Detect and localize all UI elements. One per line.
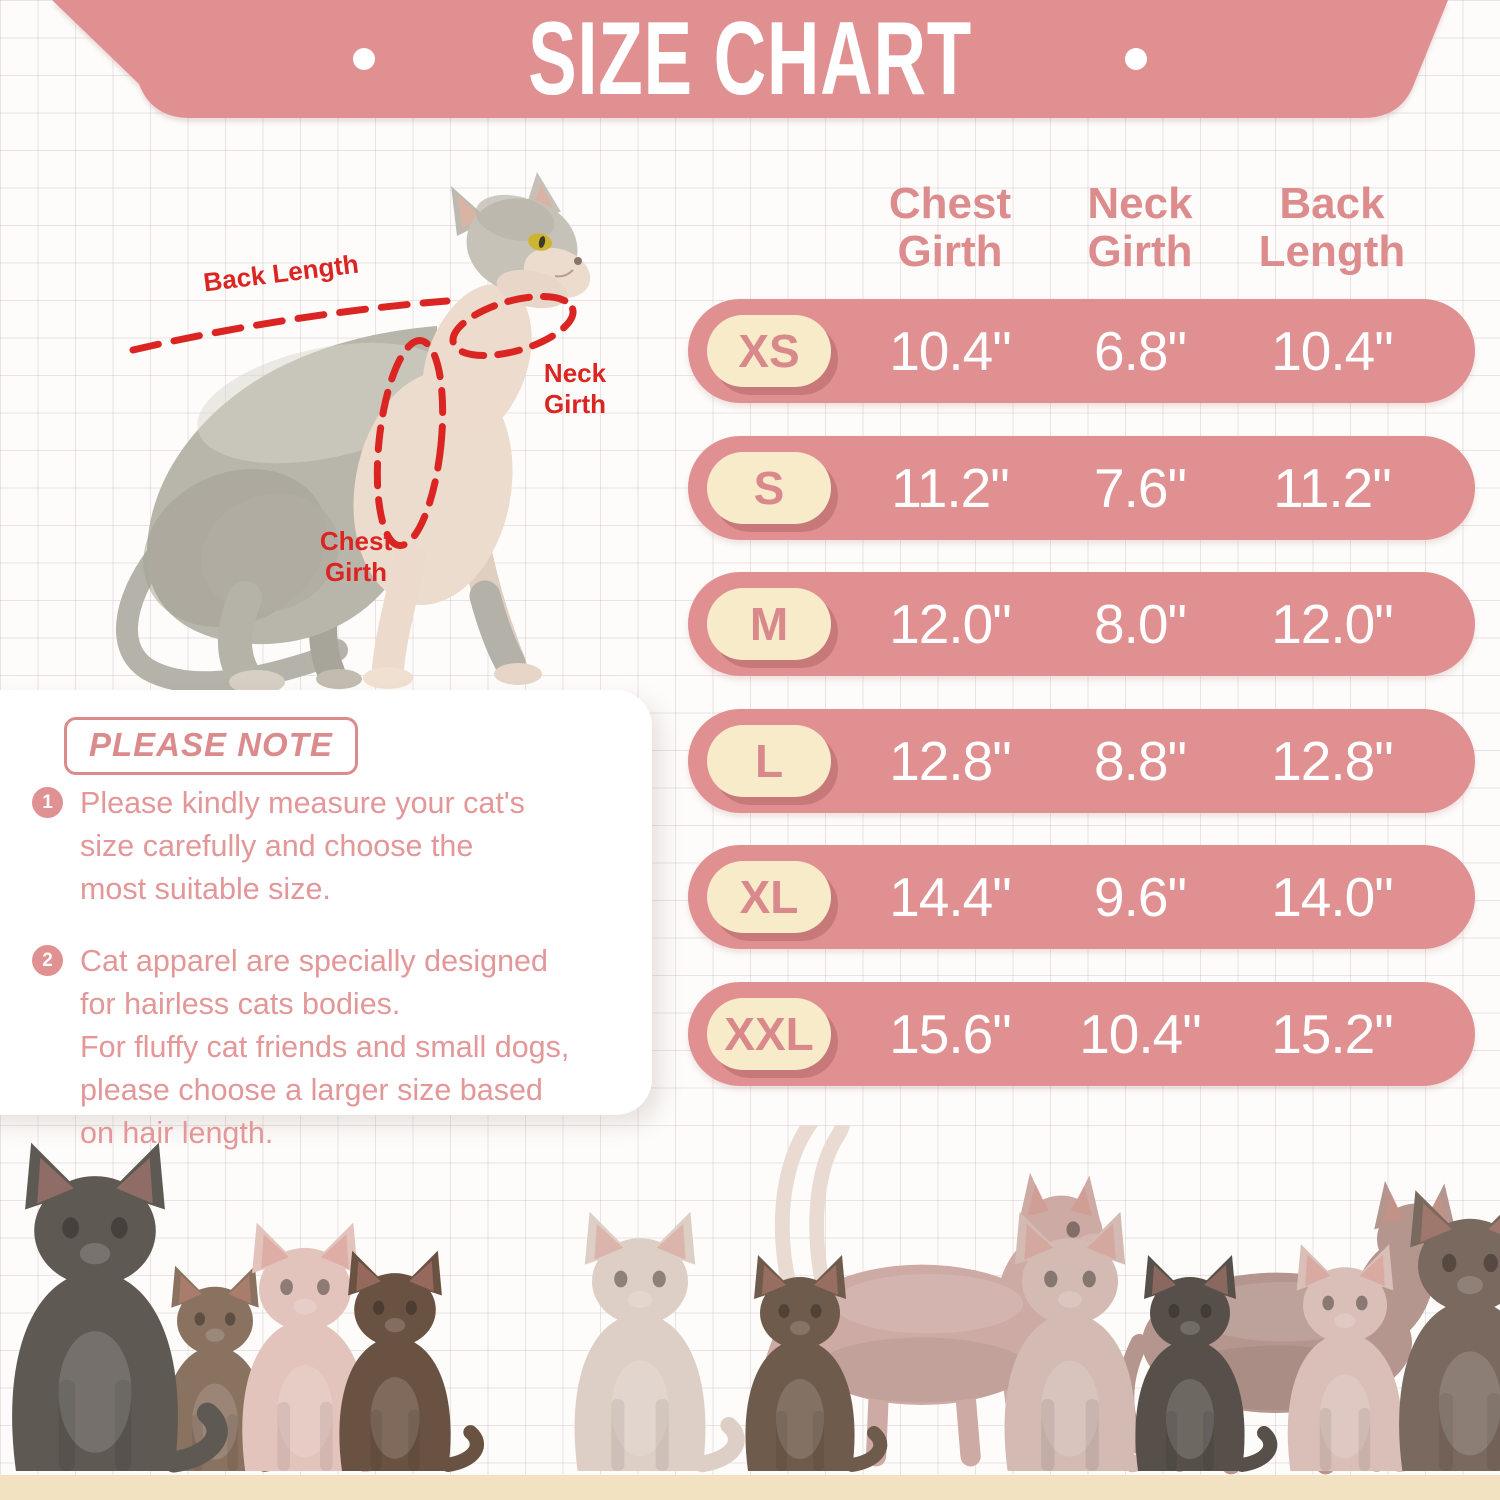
column-header-chest-girth: Chest Girth (888, 179, 1012, 276)
title-dot-icon (353, 48, 375, 70)
chest-girth-value: 15.6" (889, 1003, 1012, 1065)
table-row-xxl: XXL 15.6" 10.4" 15.2" (688, 982, 1475, 1086)
size-badge: S (707, 452, 831, 524)
neck-girth-value: 7.6" (1094, 457, 1187, 519)
note-item: 2 Cat apparel are specially designed for… (32, 940, 622, 1155)
size-badge: XL (707, 861, 831, 933)
cat-photo (1399, 1190, 1500, 1471)
back-length-value: 12.8" (1271, 730, 1394, 792)
chest-girth-value: 11.2" (891, 457, 1009, 519)
back-length-value: 15.2" (1271, 1003, 1394, 1065)
chest-girth-label: Chest Girth (319, 526, 393, 587)
neck-girth-value: 9.6" (1094, 866, 1187, 928)
cat-measurement-illustration (116, 172, 591, 694)
header-ribbon (52, 0, 1448, 118)
back-length-value: 12.0" (1271, 593, 1394, 655)
back-length-value: 14.0" (1271, 866, 1394, 928)
table-row-xs: XS 10.4" 6.8" 10.4" (688, 299, 1475, 403)
table-row-l: L 12.8" 8.8" 12.8" (688, 709, 1475, 813)
note-item: 1 Please kindly measure your cat's size … (32, 782, 622, 911)
note-title: PLEASE NOTE (64, 717, 358, 775)
measurement-annotations (129, 293, 577, 549)
neck-girth-value: 6.8" (1094, 320, 1187, 382)
header: SIZE CHART (0, 0, 1500, 118)
back-length-value: 10.4" (1271, 320, 1394, 382)
chest-girth-value: 10.4" (889, 320, 1012, 382)
note-text: Please kindly measure your cat's size ca… (80, 786, 525, 906)
size-badge: M (707, 588, 831, 660)
note-bullet-1: 1 (32, 787, 63, 818)
cat-photo (771, 1125, 1110, 1456)
note-card: PLEASE NOTE 1 Please kindly measure your… (0, 690, 652, 1150)
size-table-header: Chest Girth Neck Girth Back Length (688, 180, 1480, 280)
neck-girth-value: 10.4" (1079, 1003, 1202, 1065)
size-badge: XS (707, 315, 831, 387)
table-row-m: M 12.0" 8.0" 12.0" (688, 572, 1475, 676)
column-header-neck-girth: Neck Girth (1087, 179, 1193, 276)
size-badge: XXL (707, 998, 831, 1070)
neck-girth-value: 8.0" (1094, 593, 1187, 655)
cat-photo (339, 1251, 477, 1471)
sphynx-cats-group-photo (0, 1125, 1500, 1475)
bottom-accent-bar (0, 1475, 1500, 1500)
chest-girth-value: 12.0" (889, 593, 1012, 655)
note-text: Cat apparel are specially designed for h… (80, 944, 570, 1150)
column-header-back-length: Back Length (1258, 179, 1406, 276)
table-row-s: S 11.2" 7.6" 11.2" (688, 436, 1475, 540)
title-dot-icon (1125, 48, 1147, 70)
size-badge: L (707, 725, 831, 797)
page-title: SIZE CHART (528, 1, 972, 117)
chest-girth-value: 14.4" (889, 866, 1012, 928)
table-row-xl: XL 14.4" 9.6" 14.0" (688, 845, 1475, 949)
note-bullet-2: 2 (32, 945, 63, 976)
neck-girth-value: 8.8" (1094, 730, 1187, 792)
cat-photo (575, 1212, 737, 1471)
chest-girth-value: 12.8" (889, 730, 1012, 792)
back-length-value: 11.2" (1273, 457, 1391, 519)
neck-girth-label: Neck Girth (543, 358, 607, 419)
